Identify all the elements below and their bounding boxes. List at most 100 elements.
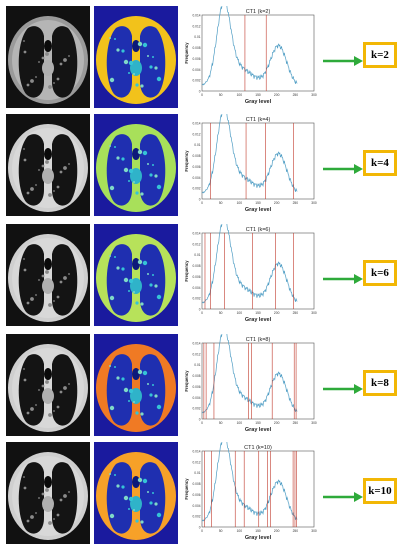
- y-tick-label: 0: [199, 418, 201, 422]
- y-tick-label: 0.012: [193, 24, 201, 28]
- x-tick-label: 200: [274, 311, 280, 315]
- arrow-right-icon: [323, 164, 363, 174]
- y-tick-label: 0.008: [193, 46, 201, 50]
- y-tick-label: 0.006: [193, 275, 201, 279]
- y-tick-label: 0.002: [193, 515, 201, 519]
- result-row: CT1 (k=6) 0 0.002 0.004 0.006 0.008 0.01 0.012 0…: [0, 224, 402, 326]
- arrow-right-icon: [323, 492, 363, 502]
- x-tick-label: 300: [311, 421, 317, 425]
- y-tick-label: 0.004: [193, 286, 201, 290]
- x-tick-label: 0: [201, 529, 203, 533]
- histogram-curve: [201, 114, 298, 194]
- histogram-curve: [201, 334, 298, 414]
- x-tick-label: 250: [293, 201, 299, 205]
- x-tick-label: 50: [219, 529, 223, 533]
- x-tick-label: 300: [311, 201, 317, 205]
- y-tick-label: 0: [199, 90, 201, 94]
- y-tick-label: 0.01: [194, 35, 200, 39]
- result-row: CT1 (k=10) 0 0.002 0.004 0.006 0.008 0.01 0.012…: [0, 442, 402, 544]
- x-tick-label: 300: [311, 311, 317, 315]
- y-tick-label: 0.006: [193, 385, 201, 389]
- x-tick-label: 200: [274, 93, 280, 97]
- k-label-box: k=6: [363, 260, 397, 286]
- histogram-chart: CT1 (k=10) 0 0.002 0.004 0.006 0.008 0.01 0.012…: [184, 442, 317, 541]
- ct-scan-image: [6, 114, 90, 216]
- y-tick-label: 0.01: [194, 471, 200, 475]
- x-axis-label: Gray level: [245, 535, 272, 541]
- y-axis-label: Frequency: [184, 150, 189, 172]
- x-axis-label: Gray level: [245, 317, 272, 323]
- y-tick-label: 0.014: [193, 450, 201, 454]
- k-label-box: k=2: [363, 42, 397, 68]
- x-tick-label: 50: [219, 311, 223, 315]
- x-axis-label: Gray level: [245, 99, 272, 105]
- result-row: CT1 (k=4) 0 0.002 0.004 0.006 0.008 0.01 0.012 0…: [0, 114, 402, 216]
- histogram-curve: [201, 224, 298, 304]
- y-tick-label: 0.004: [193, 176, 201, 180]
- x-tick-label: 100: [237, 201, 243, 205]
- chart-title: CT1 (k=4): [246, 117, 271, 123]
- segmentation-image: [94, 334, 178, 436]
- y-tick-label: 0.012: [193, 352, 201, 356]
- x-tick-label: 50: [219, 421, 223, 425]
- histogram-chart: CT1 (k=6) 0 0.002 0.004 0.006 0.008 0.01 0.012 0…: [184, 224, 317, 323]
- chart-title: CT1 (k=6): [246, 227, 271, 233]
- x-tick-label: 100: [237, 529, 243, 533]
- y-axis-label: Frequency: [184, 42, 189, 64]
- y-tick-label: 0.01: [194, 253, 200, 257]
- y-tick-label: 0: [199, 526, 201, 530]
- y-tick-label: 0.014: [193, 14, 201, 18]
- ct-scan-image: [6, 334, 90, 436]
- k-label: k=8: [371, 377, 389, 389]
- x-tick-label: 150: [255, 201, 261, 205]
- x-tick-label: 300: [311, 93, 317, 97]
- y-tick-label: 0.014: [193, 342, 201, 346]
- histogram-curve: [201, 6, 298, 86]
- y-tick-label: 0.006: [193, 57, 201, 61]
- k-label: k=6: [371, 267, 389, 279]
- x-tick-label: 150: [255, 93, 261, 97]
- y-tick-label: 0.008: [193, 374, 201, 378]
- y-tick-label: 0.002: [193, 297, 201, 301]
- y-tick-label: 0: [199, 198, 201, 202]
- y-tick-label: 0.008: [193, 154, 201, 158]
- x-tick-label: 300: [311, 529, 317, 533]
- y-tick-label: 0.006: [193, 165, 201, 169]
- ct-scan-image: [6, 6, 90, 108]
- chart-title: CT1 (k=8): [246, 337, 271, 343]
- y-tick-label: 0.01: [194, 363, 200, 367]
- x-tick-label: 0: [201, 201, 203, 205]
- y-tick-label: 0.004: [193, 396, 201, 400]
- y-tick-label: 0.002: [193, 187, 201, 191]
- k-label-box: k=10: [363, 478, 397, 504]
- chart-title: CT1 (k=2): [246, 9, 271, 15]
- y-axis-label: Frequency: [184, 370, 189, 392]
- y-tick-label: 0.014: [193, 122, 201, 126]
- k-label-box: k=4: [363, 150, 397, 176]
- ct-scan-image: [6, 224, 90, 326]
- x-tick-label: 100: [237, 93, 243, 97]
- arrow-right-icon: [323, 274, 363, 284]
- y-tick-label: 0: [199, 308, 201, 312]
- k-label: k=10: [368, 485, 392, 497]
- x-tick-label: 100: [237, 421, 243, 425]
- x-tick-label: 0: [201, 93, 203, 97]
- y-tick-label: 0.004: [193, 68, 201, 72]
- x-tick-label: 50: [219, 93, 223, 97]
- x-tick-label: 200: [274, 529, 280, 533]
- k-label: k=4: [371, 157, 389, 169]
- x-tick-label: 250: [293, 421, 299, 425]
- x-tick-label: 250: [293, 311, 299, 315]
- x-axis-label: Gray level: [245, 427, 272, 433]
- k-label-box: k=8: [363, 370, 397, 396]
- y-tick-label: 0.004: [193, 504, 201, 508]
- x-tick-label: 250: [293, 529, 299, 533]
- arrow-right-icon: [323, 384, 363, 394]
- x-tick-label: 200: [274, 421, 280, 425]
- y-tick-label: 0.01: [194, 143, 200, 147]
- y-tick-label: 0.012: [193, 242, 201, 246]
- histogram-curve: [201, 442, 298, 522]
- x-tick-label: 0: [201, 311, 203, 315]
- result-row: CT1 (k=8) 0 0.002 0.004 0.006 0.008 0.01 0.012 0…: [0, 334, 402, 436]
- y-tick-label: 0.012: [193, 460, 201, 464]
